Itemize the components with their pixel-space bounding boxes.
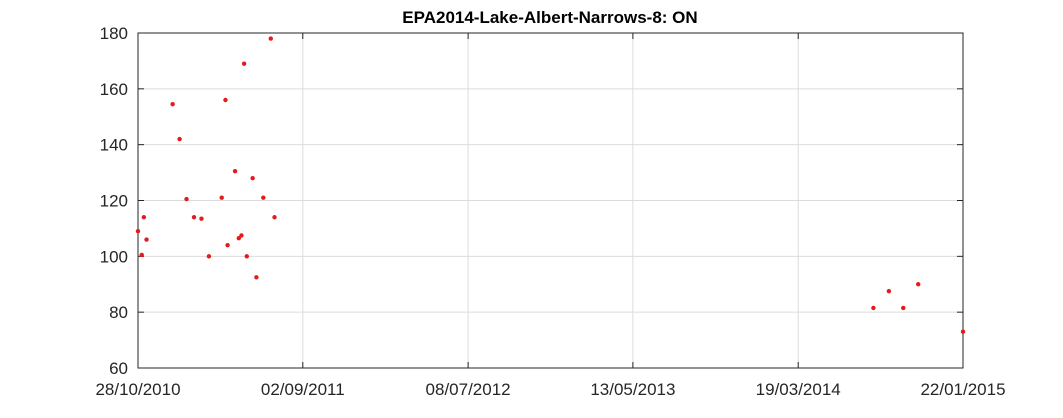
data-point (139, 252, 144, 258)
y-tick-label: 180 (100, 24, 128, 43)
data-point (144, 237, 149, 242)
data-point (261, 195, 266, 200)
data-point (184, 196, 189, 202)
data-point (886, 289, 892, 294)
x-tick-label: 19/03/2014 (756, 380, 841, 399)
data-point (916, 282, 921, 287)
chart-title: EPA2014-Lake-Albert-Narrows-8: ON (402, 8, 697, 27)
x-tick-label: 28/10/2010 (95, 380, 180, 399)
data-point (236, 235, 241, 241)
axis-ticks (137, 32, 964, 369)
data-point (170, 101, 175, 107)
x-tick-label: 22/01/2015 (920, 380, 1005, 399)
data-point (901, 305, 906, 311)
data-point (206, 254, 212, 259)
y-tick-label: 60 (109, 359, 128, 378)
data-point (241, 61, 247, 66)
data-point (254, 275, 259, 280)
y-tick-label: 140 (100, 136, 128, 155)
data-point (871, 305, 876, 311)
y-tick-label: 160 (100, 80, 128, 99)
x-tick-label: 13/05/2013 (590, 380, 675, 399)
y-axis-tick-labels: 60 80 100 120 140 160 180 (100, 24, 128, 378)
data-point (135, 229, 141, 234)
data-point (191, 215, 197, 220)
data-point (250, 175, 255, 181)
data-point (223, 97, 228, 103)
data-point (219, 195, 224, 200)
x-tick-label: 08/07/2012 (426, 380, 511, 399)
data-point (141, 215, 147, 220)
data-point (177, 136, 182, 142)
data-points (135, 36, 966, 334)
y-tick-label: 120 (100, 192, 128, 211)
x-tick-label: 02/09/2011 (261, 380, 345, 399)
data-point (225, 242, 230, 248)
data-point (960, 329, 966, 334)
grid-lines (138, 33, 963, 368)
data-point (272, 215, 277, 220)
data-point (244, 254, 249, 259)
data-point (232, 168, 238, 174)
data-point (268, 36, 273, 41)
y-tick-label: 100 (100, 247, 128, 266)
y-tick-label: 80 (109, 303, 128, 322)
data-point (199, 216, 204, 221)
data-point (239, 233, 244, 238)
x-axis-tick-labels: 28/10/2010 02/09/2011 08/07/2012 13/05/2013… (95, 380, 1005, 399)
